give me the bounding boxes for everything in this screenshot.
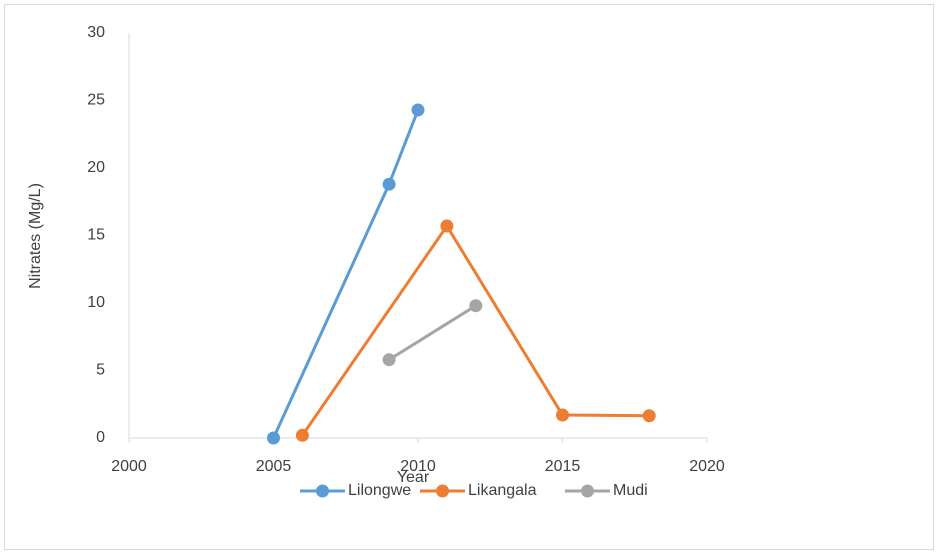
legend-label: Mudi	[613, 482, 648, 499]
legend-marker	[316, 484, 329, 498]
x-tick-label: 2015	[545, 458, 581, 475]
marker	[411, 103, 425, 117]
legend-label: Likangala	[468, 482, 537, 499]
series-line	[301, 223, 650, 437]
marker	[382, 177, 396, 191]
y-tick-label: 30	[87, 24, 105, 41]
y-tick-label: 20	[87, 159, 105, 176]
marker	[440, 219, 454, 233]
chart-border	[4, 4, 934, 550]
marker	[556, 408, 569, 422]
legend-label: Lilongwe	[348, 482, 411, 499]
y-tick-label: 5	[96, 362, 105, 379]
y-tick-label: 15	[87, 227, 105, 244]
legend-marker	[581, 484, 594, 498]
y-tick-label: 10	[87, 294, 105, 311]
x-axis-label: Year	[397, 469, 430, 486]
y-tick-label: 25	[87, 92, 105, 109]
legend-marker	[436, 484, 449, 498]
marker	[295, 428, 309, 442]
x-tick-label: 2005	[256, 458, 292, 475]
y-axis-label: Nitrates (Mg/L)	[27, 183, 44, 289]
y-tick-label: 0	[96, 429, 105, 446]
marker	[267, 431, 280, 445]
series-line	[388, 304, 477, 361]
x-tick-label: 2010	[400, 458, 436, 475]
marker	[469, 299, 483, 313]
marker	[382, 353, 396, 367]
x-tick-label: 2020	[689, 458, 725, 475]
marker	[642, 409, 656, 423]
x-tick-label: 2000	[111, 458, 147, 475]
